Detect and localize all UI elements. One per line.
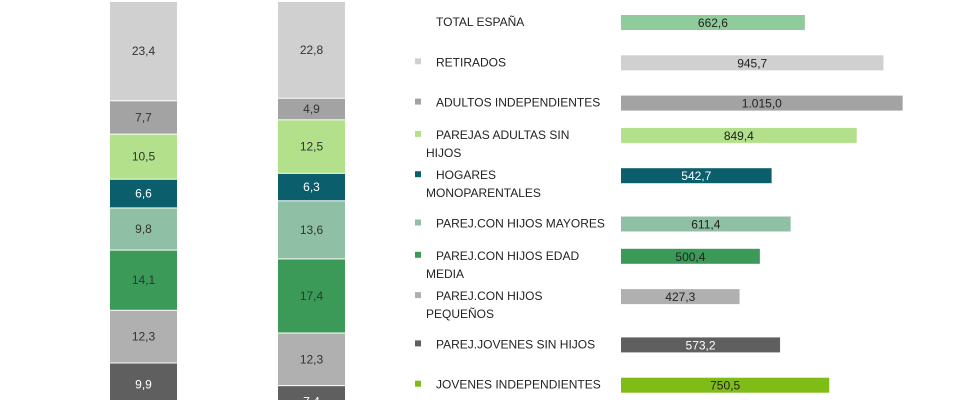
hbar-value-label-3: 1.015,0 [742,97,782,111]
legend-label-2: RETIRADOS [436,55,506,69]
hbar-7 [621,248,760,264]
legend-label-5-line-2: MONOPARENTALES [426,186,541,200]
hbar-8 [621,289,740,305]
stack-segment-label-1-6: 14,1 [132,273,156,287]
stack-segment-label-2-5: 13,6 [300,223,324,237]
stack-segment-2-3 [278,120,345,173]
stack-segment-label-1-7: 12,3 [132,330,156,344]
stack-segment-label-1-8: 9,9 [135,377,152,391]
stack-segment-label-2-2: 4,9 [303,102,320,116]
hbar-1 [621,15,805,30]
legend-label-7-line-2: MEDIA [426,267,464,281]
stack-segment-label-2-1: 22,8 [300,43,324,57]
hbar-10 [621,377,830,393]
hbar-value-label-10: 750,5 [710,379,740,393]
stack-segment-1-7 [110,310,177,363]
legend-label-1: TOTAL ESPAÑA [436,15,524,29]
stack-segment-1-4 [110,179,177,208]
stack-segment-1-5 [110,208,177,250]
legend-label-4-line-2: HIJOS [426,146,461,160]
legend-marker-4 [415,130,421,137]
hbar-value-label-2: 945,7 [737,56,767,70]
stack-segment-label-1-5: 9,8 [135,222,152,236]
legend-label-4-line-1: PAREJAS ADULTAS SIN [436,128,569,142]
legend-marker-9 [415,340,421,347]
hbar-value-label-7: 500,4 [675,250,705,264]
hbar-2 [621,55,884,71]
legend-label-10: JOVENES INDEPENDIENTES [436,378,601,392]
hbar-4 [621,127,857,143]
legend-marker-10 [415,380,421,387]
legend-marker-2 [415,58,421,65]
legend-marker-8 [415,292,421,299]
legend-marker-5 [415,171,421,178]
stack-segment-2-6 [278,259,345,333]
stack-segment-2-2 [278,98,345,120]
stack-segment-label-2-4: 6,3 [303,180,320,194]
stack-segment-label-1-2: 7,7 [135,110,152,124]
stack-segment-2-7 [278,333,345,386]
legend-label-6: PAREJ.CON HIJOS MAYORES [436,217,605,231]
stack-segment-2-1 [278,2,345,98]
stack-segment-1-2 [110,101,177,134]
hbar-value-label-1: 662,6 [698,16,728,30]
hbar-value-label-9: 573,2 [686,338,716,352]
stack-segment-label-1-1: 23,4 [132,44,156,58]
legend-label-5-line-1: HOGARES [436,168,496,182]
stack-segment-label-2-8: 7,4 [303,395,320,400]
hbar-value-label-4: 849,4 [724,129,754,143]
stack-segment-label-2-7: 12,3 [300,352,324,366]
stack-segment-label-1-3: 10,5 [132,150,156,164]
hbar-6 [621,216,791,232]
stack-segment-label-2-3: 12,5 [300,140,324,154]
legend-label-8-line-2: PEQUEÑOS [426,307,494,321]
stack-segment-1-3 [110,134,177,179]
hbar-value-label-6: 611,4 [691,218,720,232]
stack-segment-label-2-6: 17,4 [300,289,324,303]
hbar-3 [621,95,903,111]
legend-label-9: PAREJ.JOVENES SIN HIJOS [436,337,595,351]
legend-label-7-line-1: PAREJ.CON HIJOS EDAD [436,249,579,263]
hbar-value-label-8: 427,3 [665,290,695,304]
stack-segment-2-5 [278,201,345,259]
stack-segment-label-1-4: 6,6 [135,187,152,201]
legend-label-3: ADULTOS INDEPENDIENTES [436,96,600,110]
legend-marker-3 [415,98,421,105]
hbar-value-label-5: 542,7 [681,169,711,183]
stack-segment-2-8 [278,386,345,400]
legend-marker-6 [415,219,421,226]
stack-segment-1-6 [110,250,177,310]
stack-segment-1-1 [110,2,177,101]
hbar-5 [621,168,772,184]
stack-segment-1-8 [110,363,177,400]
hbar-9 [621,337,781,353]
stack-segment-2-4 [278,173,345,201]
legend-marker-7 [415,251,421,258]
legend-label-8-line-1: PAREJ.CON HIJOS [436,289,542,303]
